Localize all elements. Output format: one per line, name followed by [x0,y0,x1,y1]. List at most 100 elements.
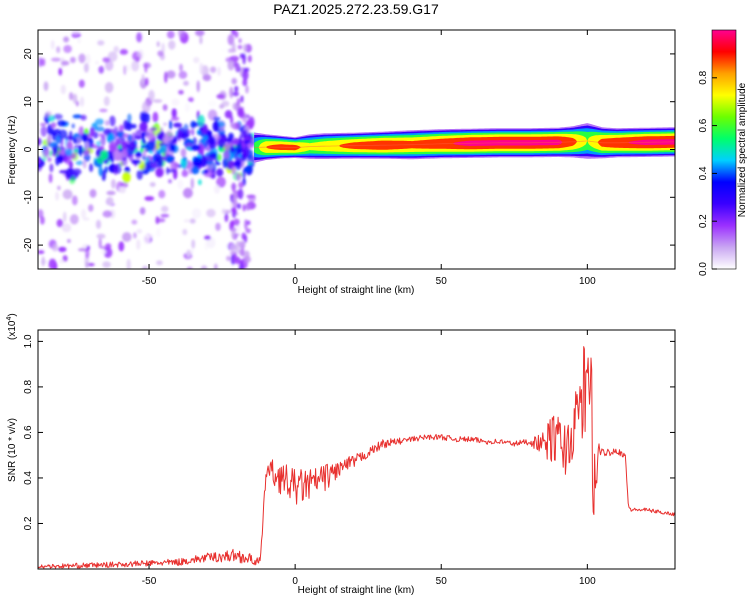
noise-blob [122,171,131,184]
noise-blob [173,122,183,128]
y-tick-label: -10 [23,190,34,205]
x-tick-label: 50 [436,576,448,587]
noise-blob [235,256,241,265]
noise-blob [163,122,168,126]
noise-blob [208,153,218,159]
noise-blob [221,208,226,215]
noise-blob [85,261,89,269]
noise-blob [160,213,170,218]
noise-blob [237,107,244,117]
noise-blob [127,113,132,123]
noise-blob [56,219,64,228]
colorbar-tick-label: 0.4 [698,166,709,180]
noise-blob [118,241,125,252]
noise-blob [219,104,225,109]
noise-blob [223,150,230,161]
noise-blob [80,114,87,121]
noise-blob [125,143,129,148]
noise-blob [161,205,169,213]
noise-blob [111,179,116,189]
noise-blob [53,128,61,133]
noise-blob [113,126,119,139]
noise-blob [131,60,140,72]
noise-blob [104,82,114,93]
noise-blob [81,133,88,142]
spectrogram-y-label: Frequency (Hz) [7,116,18,185]
noise-blob [48,173,53,184]
noise-blob [98,65,104,74]
noise-blob [88,204,94,212]
figure-title: PAZ1.2025.272.23.59.G17 [273,1,439,17]
noise-blob [145,128,155,140]
noise-blob [49,163,54,173]
noise-blob [182,187,193,199]
noise-blob [238,181,244,189]
noise-blob [231,166,237,175]
noise-blob [231,77,237,85]
noise-blob [40,122,47,127]
noise-blob [98,133,104,137]
noise-blob [235,173,242,181]
noise-blob [221,240,227,251]
noise-blob [142,265,149,269]
noise-blob [158,155,164,168]
snr-y-axis: 0.2 0.4 0.6 0.8 1.0 [23,334,675,530]
noise-blob [47,156,52,163]
noise-blob [156,132,165,140]
noise-blob [131,132,136,145]
noise-blob [200,265,208,269]
noise-blob [144,77,149,87]
y-tick-label: 0.6 [23,425,34,439]
colorbar-label: Normalized spectral amplitude [737,82,748,217]
noise-blob [156,227,161,238]
noise-blob [166,168,177,173]
noise-blob [162,104,168,111]
colorbar-tick-label: 0.8 [698,70,709,84]
noise-blob [135,56,140,63]
noise-blob [109,143,117,153]
y-tick-label: 1.0 [23,334,34,348]
noise-blob [235,64,239,72]
noise-blob [212,120,220,132]
noise-blob [116,138,120,147]
noise-blob [51,243,59,252]
noise-blob [78,79,85,88]
noise-blob [55,191,59,201]
noise-blob [85,53,91,65]
noise-blob [236,142,243,154]
noise-blob [95,141,101,146]
noise-blob [71,30,81,36]
noise-blob [124,167,130,172]
noise-blob [120,141,129,150]
noise-blob [95,219,102,229]
noise-blob [236,98,241,106]
y-tick-label: 20 [23,48,34,60]
noise-blob [244,139,250,145]
snr-panel: -50 0 50 100 0.2 0.4 0.6 0.8 1.0 Height of stra… [6,313,676,596]
noise-blob [96,145,102,149]
noise-blob [208,100,217,107]
snr-scale-label: (x104) [6,313,18,340]
noise-blob [203,169,209,174]
noise-blob [244,256,251,263]
noise-blob [38,158,45,168]
noise-blob [69,214,79,225]
noise-blob [171,108,177,118]
noise-blob [77,38,81,44]
noise-blob [144,196,155,201]
colorbar: 0.0 0.2 0.4 0.6 0.8 Normalized spectral ampl… [698,29,748,276]
noise-blob [100,250,107,255]
noise-blob [170,151,174,156]
noise-blob [135,151,142,158]
noise-blob [102,261,111,268]
noise-blob [232,182,236,194]
noise-blob [119,49,128,55]
noise-blob [128,141,137,152]
noise-blob [59,170,68,174]
noise-blob [145,140,156,151]
noise-blob [183,219,191,223]
noise-blob [215,222,221,231]
noise-blob [237,45,243,50]
noise-blob [133,232,137,239]
noise-blob [136,229,143,234]
